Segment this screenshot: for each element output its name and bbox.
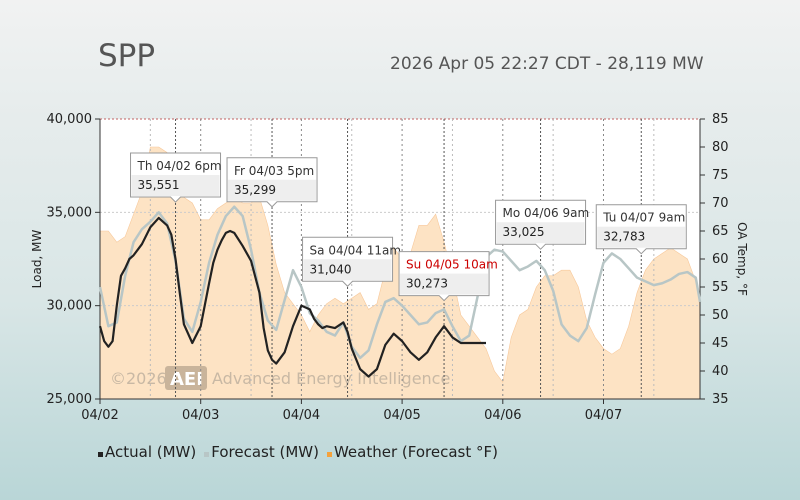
legend-item-weather[interactable]: Weather (Forecast °F)	[326, 443, 498, 461]
annotation-box-shade	[597, 226, 686, 248]
annotation-label: Mo 04/06 9am	[503, 206, 590, 220]
chart-subtitle: 2026 Apr 05 22:27 CDT - 28,119 MW	[390, 54, 704, 74]
x-tick-label: 04/06	[484, 408, 521, 423]
watermark-badge-text: AEI	[170, 369, 203, 390]
annotation-value: 35,299	[234, 183, 276, 197]
x-tick-label: 04/02	[81, 408, 118, 423]
y2-tick-label: 45	[712, 336, 729, 351]
annotation-label: Th 04/02 6pm	[137, 159, 222, 173]
y2-tick-label: 65	[712, 224, 729, 239]
x-tick-label: 04/05	[383, 408, 420, 423]
y-tick-label: 30,000	[47, 299, 93, 314]
annotation-value: 31,040	[310, 262, 352, 276]
legend-label-forecast: Forecast (MW)	[211, 443, 319, 461]
y2-tick-label: 75	[712, 168, 729, 183]
y2-axis-title: OA Temp, °F	[735, 222, 749, 296]
y-tick-label: 35,000	[47, 205, 93, 220]
y-tick-label: 40,000	[47, 112, 93, 127]
annotation-box-shade	[400, 273, 489, 295]
chart-title: SPP	[98, 38, 156, 74]
legend-label-weather: Weather (Forecast °F)	[333, 443, 498, 461]
legend-swatch-forecast	[204, 451, 210, 457]
x-tick-label: 04/07	[585, 408, 622, 423]
annotation-label: Tu 04/07 9am	[602, 211, 685, 225]
legend-item-forecast[interactable]: Forecast (MW)	[204, 443, 319, 461]
actual-line	[98, 216, 487, 378]
annotation-box-shade	[228, 179, 317, 201]
y2-tick-label: 60	[712, 252, 729, 267]
y2-tick-label: 55	[712, 280, 729, 295]
annotation-box-shade	[131, 175, 220, 197]
y-axis-title: Load, MW	[30, 230, 44, 289]
y2-tick-label: 35	[712, 392, 729, 407]
annotation-value: 33,025	[503, 225, 545, 239]
annotation-box-shade	[496, 222, 585, 244]
y2-tick-label: 70	[712, 196, 729, 211]
legend-item-actual[interactable]: Actual (MW)	[98, 443, 196, 461]
annotation-value: 32,783	[603, 230, 645, 244]
annotation-label: Fr 04/03 5pm	[234, 164, 314, 178]
annotation-value: 30,273	[406, 277, 448, 291]
chart-legend: Actual (MW) Forecast (MW) Weather (Forec…	[98, 443, 498, 461]
annotation-label: Sa 04/04 11am	[310, 243, 402, 257]
annotation-label: Su 04/05 10am	[406, 258, 498, 272]
x-tick-label: 04/04	[283, 408, 320, 423]
watermark-name: Advanced Energy Intelligence	[212, 369, 450, 388]
y-tick-label: 25,000	[47, 392, 93, 407]
y2-tick-label: 40	[712, 364, 729, 379]
watermark-year: ©2026	[110, 369, 167, 388]
y2-tick-label: 80	[712, 140, 729, 155]
legend-label-actual: Actual (MW)	[105, 443, 197, 461]
forecast-line	[98, 205, 702, 360]
legend-swatch-actual	[98, 451, 103, 457]
legend-swatch-weather	[326, 451, 332, 457]
y2-tick-label: 85	[712, 112, 729, 127]
annotation-value: 35,551	[138, 178, 180, 192]
y2-tick-label: 50	[712, 308, 729, 323]
x-tick-label: 04/03	[182, 408, 219, 423]
annotation-box-shade	[303, 259, 392, 281]
